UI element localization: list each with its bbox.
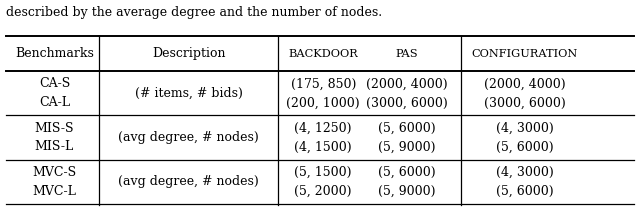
- Text: (# items, # bids): (# items, # bids): [135, 87, 243, 100]
- Text: (5, 6000): (5, 6000): [378, 122, 435, 135]
- Text: (5, 6000): (5, 6000): [496, 140, 554, 154]
- Text: (4, 1250): (4, 1250): [294, 122, 352, 135]
- Text: (2000, 4000): (2000, 4000): [484, 77, 566, 91]
- Text: MIS-S: MIS-S: [35, 122, 74, 135]
- Text: MIS-L: MIS-L: [35, 140, 74, 154]
- Text: MVC-L: MVC-L: [33, 185, 76, 198]
- Text: CA-L: CA-L: [39, 96, 70, 109]
- Text: (200, 1000): (200, 1000): [286, 96, 360, 109]
- Text: described by the average degree and the number of nodes.: described by the average degree and the …: [6, 6, 383, 19]
- Text: (5, 1500): (5, 1500): [294, 166, 352, 179]
- Text: (4, 3000): (4, 3000): [496, 166, 554, 179]
- Text: (5, 6000): (5, 6000): [496, 185, 554, 198]
- Text: Benchmarks: Benchmarks: [15, 47, 94, 60]
- Text: PAS: PAS: [395, 49, 418, 59]
- Text: CA-S: CA-S: [39, 77, 70, 91]
- Text: (3000, 6000): (3000, 6000): [365, 96, 447, 109]
- Text: (3000, 6000): (3000, 6000): [484, 96, 566, 109]
- Text: (5, 6000): (5, 6000): [378, 166, 435, 179]
- Text: MVC-S: MVC-S: [33, 166, 76, 179]
- Text: (4, 3000): (4, 3000): [496, 122, 554, 135]
- Text: (avg degree, # nodes): (avg degree, # nodes): [118, 131, 259, 144]
- Text: Description: Description: [152, 47, 225, 60]
- Text: (175, 850): (175, 850): [291, 77, 356, 91]
- Text: BACKDOOR: BACKDOOR: [289, 49, 358, 59]
- Text: (5, 9000): (5, 9000): [378, 185, 435, 198]
- Text: (5, 9000): (5, 9000): [378, 140, 435, 154]
- Text: (4, 1500): (4, 1500): [294, 140, 352, 154]
- Text: (2000, 4000): (2000, 4000): [365, 77, 447, 91]
- Text: (avg degree, # nodes): (avg degree, # nodes): [118, 175, 259, 188]
- Text: (5, 2000): (5, 2000): [294, 185, 352, 198]
- Text: CONFIGURATION: CONFIGURATION: [472, 49, 578, 59]
